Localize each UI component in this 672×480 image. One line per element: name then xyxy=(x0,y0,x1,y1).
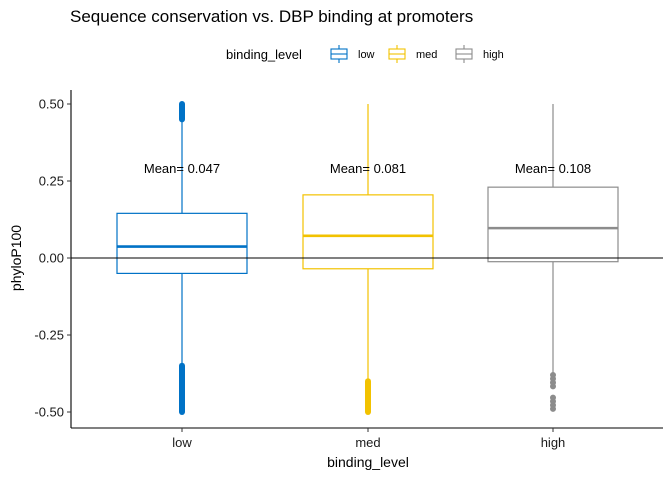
legend-title: binding_level xyxy=(226,47,302,62)
y-tick-label: -0.25 xyxy=(34,328,64,343)
legend-item-high: high xyxy=(455,45,504,63)
x-tick-label: med xyxy=(355,435,380,450)
y-tick-label: 0.25 xyxy=(39,174,64,189)
y-tick-label: 0.50 xyxy=(39,97,64,112)
box-low: Mean= 0.047 xyxy=(116,101,248,415)
mean-label: Mean= 0.108 xyxy=(515,161,591,176)
chart-title: Sequence conservation vs. DBP binding at… xyxy=(70,7,473,26)
legend-item-low: low xyxy=(330,45,375,63)
box-rect xyxy=(487,186,619,263)
legend-label: med xyxy=(416,49,437,61)
plot-area: -0.50 -0.25 0.00 0.25 0.50 low med high Mean= 0.… xyxy=(34,90,663,450)
x-tick-label: high xyxy=(541,435,566,450)
legend-label: low xyxy=(358,49,375,61)
x-axis-title: binding_level xyxy=(327,454,409,470)
box-rect xyxy=(302,194,434,270)
x-tick-label: low xyxy=(172,435,192,450)
y-tick-label: -0.50 xyxy=(34,405,64,420)
outlier-point xyxy=(550,405,556,412)
box-high: Mean= 0.108 xyxy=(487,104,619,412)
mean-label: Mean= 0.081 xyxy=(330,161,406,176)
y-axis-title: phyloP100 xyxy=(8,225,24,291)
box-rect xyxy=(116,212,248,274)
legend-item-med: med xyxy=(388,45,437,63)
legend: binding_level low med high xyxy=(226,45,504,63)
outlier-point xyxy=(550,383,556,390)
y-tick-label: 0.00 xyxy=(39,251,64,266)
box-med: Mean= 0.081 xyxy=(302,104,434,415)
legend-label: high xyxy=(483,49,504,61)
mean-label: Mean= 0.047 xyxy=(144,161,220,176)
